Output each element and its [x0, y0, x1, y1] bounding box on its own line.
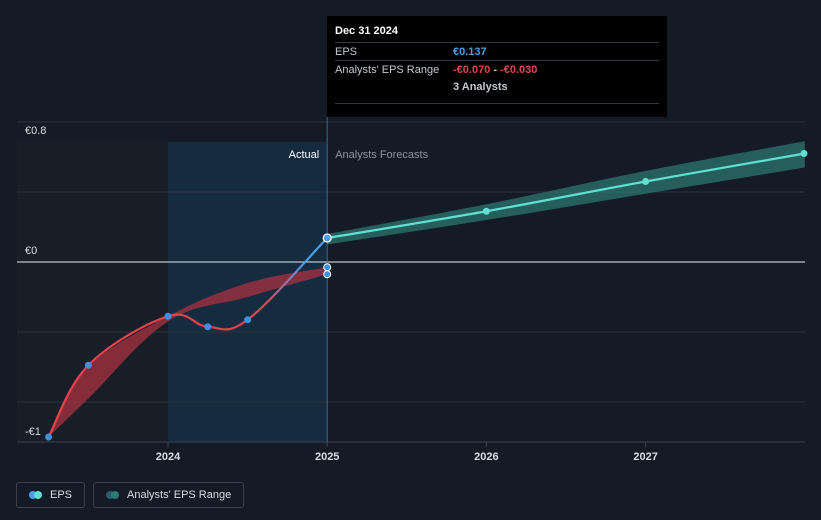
forecast-region-label: Analysts Forecasts	[335, 149, 428, 161]
y-axis-label-bottom: -€1	[25, 426, 41, 438]
x-tick-label: 2025	[315, 451, 339, 463]
tooltip-date: Dec 31 2024	[335, 25, 398, 37]
eps-actual-point	[322, 233, 332, 243]
eps-forecast-line	[327, 152, 805, 240]
eps-actual-point	[45, 433, 53, 441]
tooltip-divider	[335, 103, 659, 104]
eps-points	[45, 150, 808, 441]
eps-actual-point	[204, 323, 212, 331]
eps-actual-point	[244, 316, 252, 324]
tooltip-analysts-row: 3 Analysts	[335, 78, 659, 95]
tooltip: Dec 31 2024 EPS €0.137 Analysts' EPS Ran…	[327, 16, 667, 117]
y-axis-label-top: €0.8	[25, 125, 46, 137]
legend-range-label: Analysts' EPS Range	[127, 489, 232, 501]
gridlines	[17, 117, 805, 443]
legend-eps-button[interactable]: EPS	[16, 482, 86, 508]
eps-actual-point	[164, 312, 172, 320]
eps-forecast-point	[482, 207, 490, 215]
x-tick-label: 2026	[474, 451, 498, 463]
tooltip-eps-label: EPS	[335, 45, 358, 58]
range-legend-icon	[106, 491, 120, 499]
eps-lines	[47, 152, 805, 438]
legend: EPS Analysts' EPS Range	[16, 482, 245, 508]
tooltip-analysts: 3 Analysts	[453, 80, 508, 93]
past-region-shade	[17, 142, 168, 442]
actual-region-label: Actual	[289, 149, 320, 161]
eps-actual-line	[47, 237, 328, 438]
eps-range-endpoint	[323, 270, 332, 279]
legend-eps-label: EPS	[50, 489, 73, 501]
x-axis-ticks: 2024 2025 2026 2027	[156, 442, 658, 463]
eps-range-endpoint	[323, 263, 332, 272]
tooltip-eps-row: EPS €0.137	[335, 42, 659, 60]
tooltip-range-low: -€0.070	[453, 63, 491, 76]
eps-actual-point	[84, 361, 92, 369]
tooltip-range-label: Analysts' EPS Range	[335, 63, 440, 76]
tooltip-range-sep: -	[490, 63, 501, 76]
tooltip-range-row: Analysts' EPS Range -€0.070 - -€0.030	[335, 60, 659, 78]
y-axis-label-zero: €0	[25, 245, 37, 257]
x-tick-label: 2027	[633, 451, 657, 463]
legend-range-button[interactable]: Analysts' EPS Range	[93, 482, 245, 508]
tooltip-range-high: -€0.030	[500, 63, 538, 76]
eps-forecast-point	[642, 178, 650, 185]
x-tick-label: 2024	[156, 451, 181, 463]
eps-legend-icon	[29, 491, 42, 499]
eps-forecast-point	[800, 150, 808, 157]
tooltip-range-value: -€0.070 - -€0.030	[453, 64, 537, 76]
tooltip-eps-value: €0.137	[453, 45, 487, 58]
